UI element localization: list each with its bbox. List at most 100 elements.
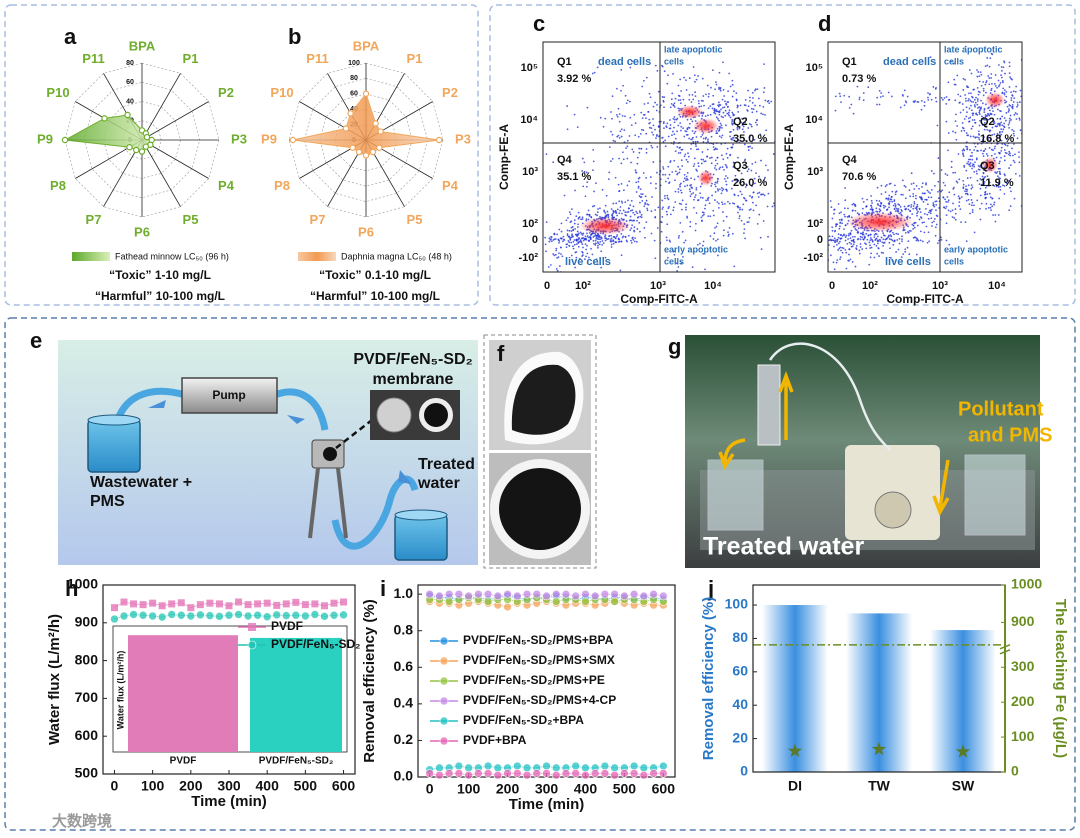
dot bbox=[904, 100, 907, 103]
dot bbox=[983, 128, 986, 131]
marker bbox=[243, 611, 253, 621]
dot bbox=[677, 165, 680, 168]
dot bbox=[1005, 95, 1008, 98]
dot bbox=[562, 240, 564, 243]
dot bbox=[621, 212, 623, 215]
dot bbox=[832, 261, 835, 264]
dot bbox=[767, 169, 769, 172]
dot bbox=[723, 95, 726, 97]
star bbox=[787, 743, 803, 758]
dot bbox=[799, 107, 801, 109]
dot bbox=[628, 180, 631, 183]
dot bbox=[631, 224, 634, 227]
dot bbox=[965, 106, 968, 109]
dot bbox=[839, 237, 842, 240]
dot bbox=[1013, 97, 1016, 100]
dot bbox=[828, 239, 831, 242]
dot bbox=[964, 45, 967, 48]
dot bbox=[694, 140, 697, 143]
dot bbox=[894, 210, 897, 213]
marker bbox=[444, 769, 454, 778]
dot bbox=[919, 211, 922, 214]
dot bbox=[650, 144, 653, 147]
label: Wastewater + bbox=[90, 474, 192, 491]
dot bbox=[844, 236, 847, 239]
dot bbox=[927, 196, 930, 199]
dot bbox=[755, 110, 758, 113]
dot bbox=[977, 90, 980, 93]
dot bbox=[915, 239, 918, 242]
dot bbox=[693, 206, 695, 209]
dot bbox=[989, 57, 992, 60]
dot bbox=[1018, 117, 1021, 120]
dot bbox=[1018, 175, 1021, 177]
dot bbox=[700, 216, 703, 219]
dot bbox=[585, 185, 588, 188]
dot bbox=[979, 218, 982, 221]
dot bbox=[664, 173, 667, 176]
dot bbox=[715, 132, 718, 135]
dot bbox=[738, 217, 741, 220]
dot bbox=[830, 239, 833, 242]
dot bbox=[624, 211, 627, 214]
x-tick-label: 600 bbox=[652, 781, 676, 797]
dot bbox=[937, 197, 940, 200]
dot bbox=[472, 257, 474, 259]
dot bbox=[998, 160, 1001, 163]
beaker-top bbox=[394, 509, 448, 521]
quadrant-value: 26.0 % bbox=[733, 177, 767, 189]
marker bbox=[551, 597, 561, 606]
dot bbox=[997, 79, 1000, 82]
dot bbox=[1001, 92, 1004, 95]
dot bbox=[690, 177, 692, 180]
dot bbox=[916, 214, 918, 217]
dot bbox=[626, 99, 629, 102]
dot bbox=[825, 250, 827, 252]
inset-axis-title: Water flux (L/m²/h) bbox=[115, 651, 125, 730]
dot bbox=[545, 153, 548, 156]
dot bbox=[600, 266, 603, 269]
dot bbox=[587, 236, 590, 239]
dot bbox=[875, 233, 878, 235]
marker bbox=[439, 736, 449, 746]
dot bbox=[910, 172, 913, 175]
dot bbox=[912, 205, 915, 207]
dot bbox=[959, 101, 961, 104]
dot bbox=[1008, 117, 1011, 120]
dot bbox=[601, 243, 604, 246]
dot bbox=[952, 171, 955, 174]
dot bbox=[485, 238, 487, 240]
dot bbox=[649, 176, 652, 178]
dot bbox=[703, 160, 706, 163]
dot bbox=[575, 238, 578, 241]
dot bbox=[718, 71, 721, 74]
dot bbox=[567, 177, 570, 180]
dot bbox=[970, 100, 973, 103]
dot bbox=[887, 91, 890, 94]
dot bbox=[662, 173, 664, 176]
dot bbox=[748, 216, 751, 219]
dot bbox=[829, 254, 832, 257]
dot bbox=[647, 203, 650, 206]
dot bbox=[778, 215, 780, 217]
dot bbox=[654, 216, 657, 219]
dot bbox=[578, 257, 581, 260]
dot bbox=[690, 101, 693, 103]
dot bbox=[567, 217, 569, 219]
dot bbox=[680, 203, 683, 206]
dot bbox=[576, 226, 579, 228]
dot bbox=[748, 209, 751, 211]
radar-point bbox=[142, 143, 150, 150]
dot bbox=[683, 76, 685, 79]
dot bbox=[715, 239, 717, 242]
dot bbox=[891, 231, 894, 234]
dot bbox=[674, 190, 677, 193]
panel-letter: c bbox=[533, 11, 545, 36]
dot bbox=[926, 203, 929, 206]
dot bbox=[786, 85, 788, 87]
dot bbox=[892, 204, 895, 207]
dot bbox=[750, 123, 752, 126]
marker bbox=[253, 610, 262, 620]
dot bbox=[1035, 150, 1037, 152]
dot bbox=[1016, 137, 1019, 140]
